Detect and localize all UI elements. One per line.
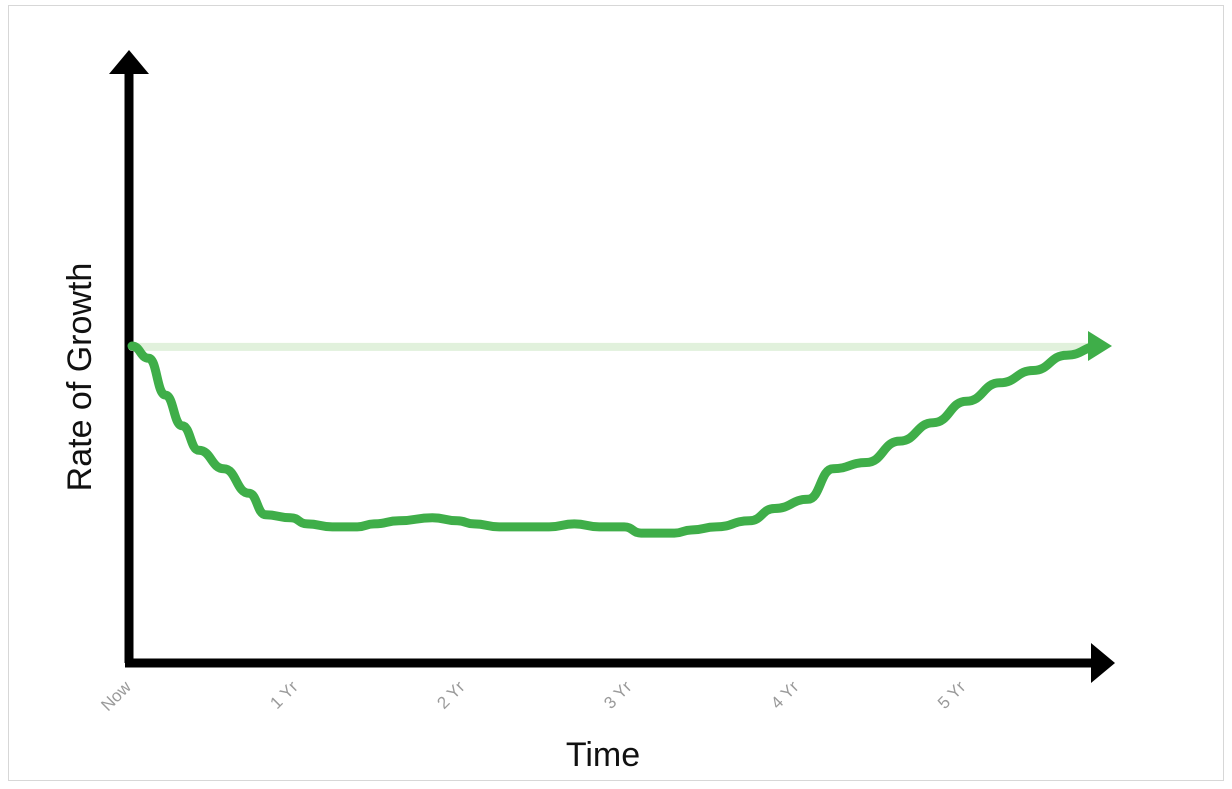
growth-series-line — [127, 341, 1105, 538]
y-axis-title: Rate of Growth — [61, 263, 99, 492]
series-layer — [127, 331, 1112, 538]
x-tick-labels: Now 1 Yr 2 Yr 3 Yr 4 Yr 5 Yr — [97, 677, 969, 715]
x-tick-label: 2 Yr — [433, 677, 469, 713]
y-axis-arrow-icon — [109, 50, 149, 74]
x-tick-label: 5 Yr — [934, 677, 970, 713]
x-axis-arrow-icon — [1091, 643, 1115, 683]
x-tick-label: 4 Yr — [767, 677, 803, 713]
x-axis-title: Time — [566, 736, 640, 774]
x-tick-label: Now — [97, 677, 135, 715]
x-tick-label: 1 Yr — [266, 677, 302, 713]
x-tick-label: 3 Yr — [600, 677, 636, 713]
growth-arrow-icon — [1088, 331, 1112, 361]
chart-frame — [8, 5, 1224, 781]
chart-axes — [109, 50, 1115, 683]
